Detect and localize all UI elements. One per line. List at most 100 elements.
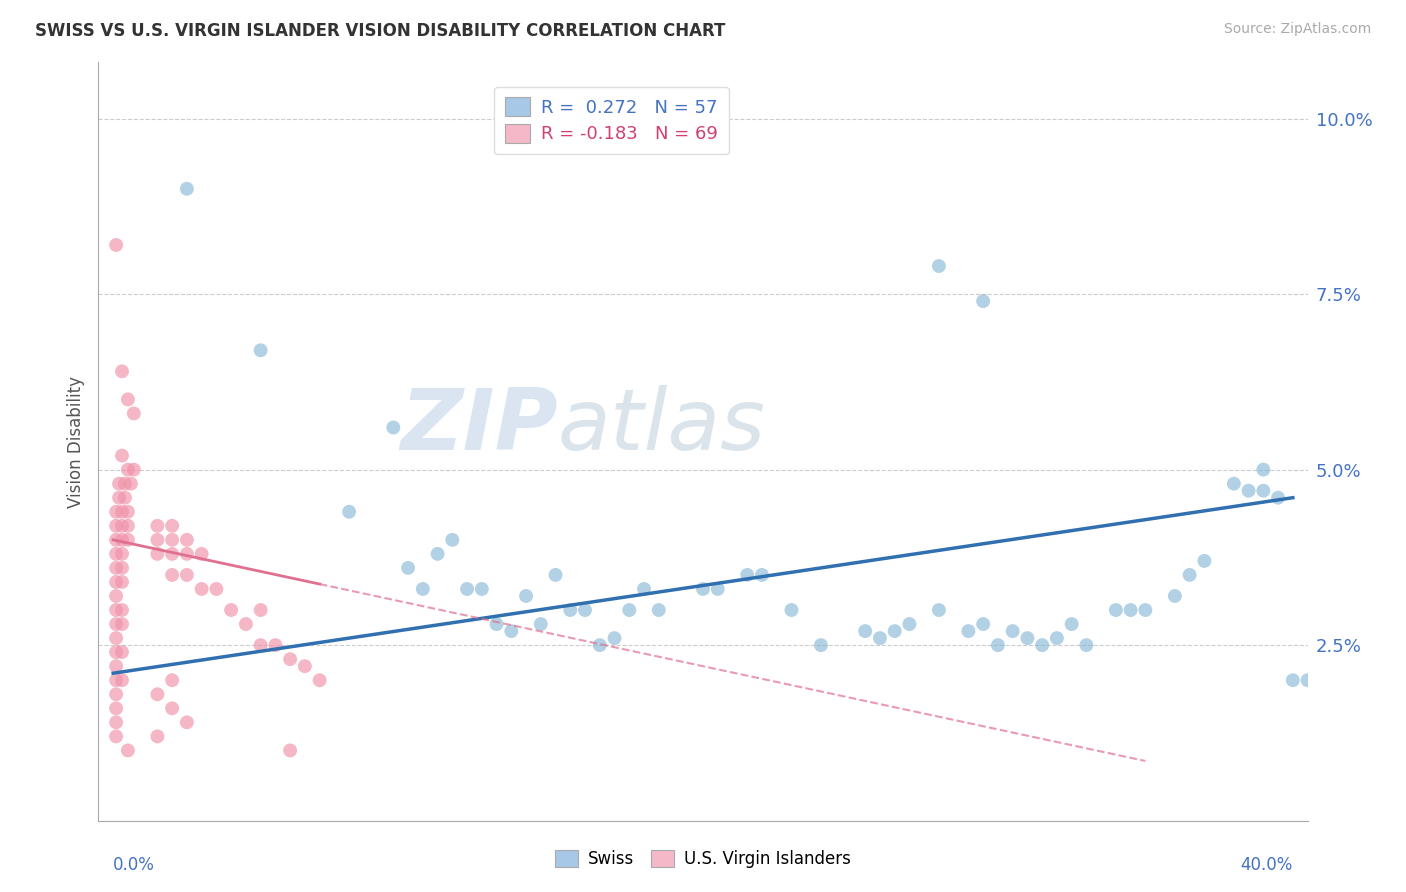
Point (146, 518, 169, 533)
Point (120, 476, 142, 491)
Point (1282, 673, 1305, 688)
Y-axis label: Vision Disability: Vision Disability (66, 376, 84, 508)
Point (105, 659, 128, 673)
Point (515, 589, 537, 603)
Point (278, 743, 301, 757)
Point (619, 603, 641, 617)
Point (735, 568, 758, 582)
Point (382, 420, 405, 434)
Point (105, 238, 128, 252)
Point (111, 645, 134, 659)
Point (108, 476, 131, 491)
Point (1267, 491, 1289, 505)
Point (751, 568, 773, 582)
Point (1194, 554, 1216, 568)
Point (1105, 603, 1128, 617)
Point (1046, 631, 1069, 645)
Point (114, 491, 136, 505)
Point (471, 582, 494, 596)
Point (294, 659, 316, 673)
Point (111, 547, 134, 561)
Point (105, 687, 128, 701)
Point (160, 701, 183, 715)
Point (456, 582, 478, 596)
Point (160, 568, 183, 582)
Legend: Swiss, U.S. Virgin Islanders: Swiss, U.S. Virgin Islanders (548, 843, 858, 875)
Point (117, 505, 139, 519)
Point (146, 533, 169, 547)
Point (603, 631, 626, 645)
Point (810, 638, 832, 652)
Point (205, 582, 228, 596)
Point (111, 505, 134, 519)
Point (146, 547, 169, 561)
Point (111, 533, 134, 547)
Point (111, 518, 134, 533)
Point (589, 638, 612, 652)
Point (111, 673, 134, 688)
Point (105, 701, 128, 715)
Point (853, 624, 876, 639)
Point (111, 364, 134, 378)
Point (105, 589, 128, 603)
Point (146, 687, 169, 701)
Point (105, 547, 128, 561)
Point (1296, 673, 1319, 688)
Point (111, 561, 134, 575)
Text: Source: ZipAtlas.com: Source: ZipAtlas.com (1223, 22, 1371, 37)
Text: atlas: atlas (558, 384, 766, 468)
Point (219, 603, 242, 617)
Point (633, 582, 655, 596)
Point (426, 547, 449, 561)
Point (1060, 617, 1083, 632)
Point (105, 617, 128, 632)
Point (1119, 603, 1142, 617)
Point (972, 617, 994, 632)
Point (117, 518, 139, 533)
Point (1135, 603, 1157, 617)
Point (308, 673, 330, 688)
Point (485, 617, 508, 632)
Point (117, 533, 139, 547)
Point (574, 603, 596, 617)
Point (235, 617, 257, 632)
Point (648, 603, 671, 617)
Point (105, 574, 128, 589)
Point (105, 645, 128, 659)
Point (160, 547, 183, 561)
Text: SWISS VS U.S. VIRGIN ISLANDER VISION DISABILITY CORRELATION CHART: SWISS VS U.S. VIRGIN ISLANDER VISION DIS… (35, 22, 725, 40)
Point (111, 574, 134, 589)
Point (105, 533, 128, 547)
Point (146, 730, 169, 744)
Point (111, 449, 134, 463)
Point (105, 631, 128, 645)
Point (1178, 568, 1201, 582)
Point (501, 624, 523, 639)
Point (111, 617, 134, 632)
Text: 0.0%: 0.0% (112, 855, 155, 874)
Point (412, 582, 434, 596)
Point (780, 603, 803, 617)
Point (105, 715, 128, 730)
Point (987, 638, 1010, 652)
Point (560, 603, 582, 617)
Point (117, 462, 139, 476)
Point (1164, 589, 1187, 603)
Point (869, 631, 891, 645)
Point (972, 294, 994, 309)
Text: ZIP: ZIP (401, 384, 558, 468)
Point (160, 673, 183, 688)
Point (249, 343, 271, 358)
Point (108, 491, 131, 505)
Point (117, 743, 139, 757)
Point (105, 505, 128, 519)
Point (957, 624, 980, 639)
Point (176, 547, 198, 561)
Text: 40.0%: 40.0% (1240, 855, 1294, 874)
Point (1017, 631, 1039, 645)
Point (898, 617, 921, 632)
Point (176, 533, 198, 547)
Point (105, 603, 128, 617)
Point (1237, 483, 1260, 498)
Point (160, 533, 183, 547)
